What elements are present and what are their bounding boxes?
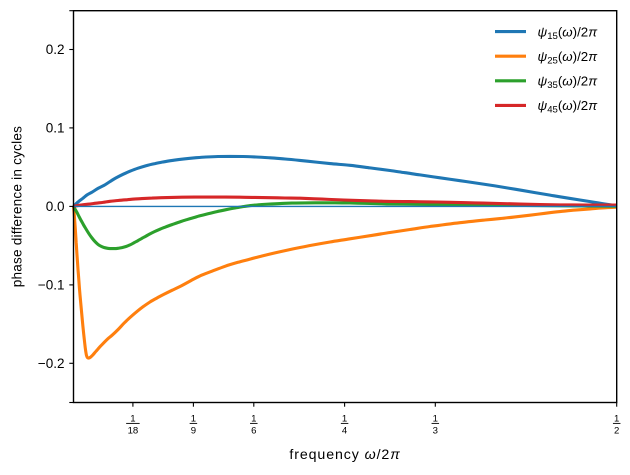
svg-text:ψ35(ω)/2π: ψ35(ω)/2π bbox=[538, 74, 599, 92]
svg-text:0.1: 0.1 bbox=[46, 121, 65, 136]
svg-text:1: 1 bbox=[191, 414, 196, 425]
svg-text:2: 2 bbox=[614, 425, 619, 436]
svg-text:ψ45(ω)/2π: ψ45(ω)/2π bbox=[538, 98, 599, 116]
svg-text:9: 9 bbox=[191, 425, 196, 436]
svg-text:0.0: 0.0 bbox=[46, 199, 65, 214]
svg-text:1: 1 bbox=[251, 414, 256, 425]
svg-text:6: 6 bbox=[251, 425, 256, 436]
svg-text:−0.1: −0.1 bbox=[38, 278, 65, 293]
svg-text:3: 3 bbox=[433, 425, 438, 436]
svg-text:frequency ω/2π: frequency ω/2π bbox=[289, 447, 400, 463]
svg-text:4: 4 bbox=[342, 425, 348, 436]
svg-text:−0.2: −0.2 bbox=[38, 356, 65, 371]
svg-text:1: 1 bbox=[130, 414, 135, 425]
svg-text:18: 18 bbox=[128, 425, 139, 436]
svg-text:ψ15(ω)/2π: ψ15(ω)/2π bbox=[538, 24, 599, 42]
svg-text:1: 1 bbox=[614, 414, 619, 425]
svg-text:1: 1 bbox=[433, 414, 438, 425]
svg-text:phase difference in cycles: phase difference in cycles bbox=[10, 126, 25, 287]
svg-text:0.2: 0.2 bbox=[46, 42, 65, 57]
svg-text:ψ25(ω)/2π: ψ25(ω)/2π bbox=[538, 49, 599, 67]
svg-text:1: 1 bbox=[342, 414, 347, 425]
